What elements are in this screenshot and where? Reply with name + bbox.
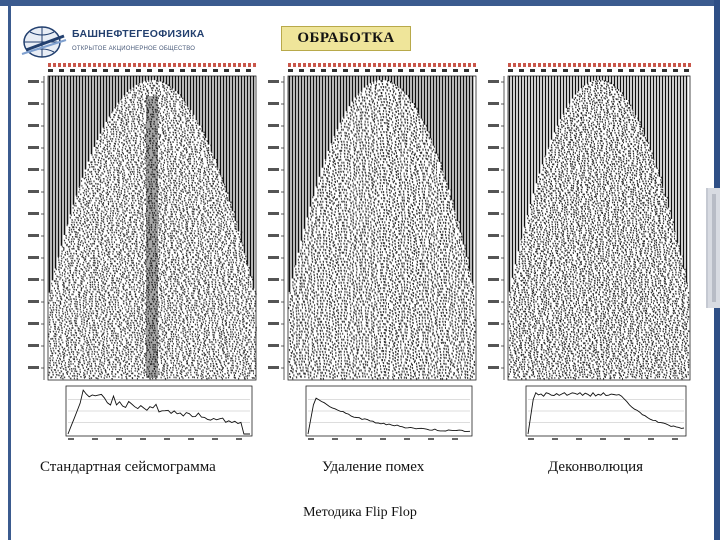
- time-axis: [268, 76, 285, 380]
- seismogram-denoised-image: [262, 60, 478, 450]
- seismogram-deconvolved-image: [482, 60, 692, 450]
- trace-header-ticks: [288, 63, 478, 72]
- amplitude-spectrum: [525, 385, 687, 440]
- page-title: ОБРАБОТКА: [297, 30, 395, 46]
- seismogram-panel-denoised: [262, 60, 478, 450]
- globe-icon: [21, 26, 67, 58]
- title-button[interactable]: ОБРАБОТКА: [281, 26, 411, 51]
- slide-frame-left: [8, 0, 11, 540]
- amplitude-spectrum: [65, 385, 253, 440]
- slide-frame-top: [0, 0, 720, 6]
- caption-deconvolved: Деконволюция: [548, 459, 644, 475]
- time-axis: [28, 76, 45, 380]
- seismogram-panel-standard: [22, 60, 258, 450]
- seismic-traces: [287, 76, 476, 381]
- amplitude-spectrum: [305, 385, 473, 440]
- caption-standard: Стандартная сейсмограмма: [40, 459, 216, 475]
- time-axis: [488, 76, 505, 380]
- trace-header-ticks: [508, 63, 691, 72]
- seismic-traces: [48, 76, 257, 380]
- seismic-traces: [508, 76, 690, 380]
- method-footer: Методика Flip Flop: [303, 505, 417, 520]
- seismogram-standard-image: [22, 60, 258, 450]
- slide-side-tab: [706, 188, 720, 308]
- caption-denoised: Удаление помех: [322, 459, 425, 475]
- seismogram-panel-deconvolved: [482, 60, 692, 450]
- logo-name: БАШНЕФТЕГЕОФИЗИКА: [72, 28, 205, 40]
- logo-subtitle: ОТКРЫТОЕ АКЦИОНЕРНОЕ ОБЩЕСТВО: [72, 46, 196, 52]
- company-logo: БАШНЕФТЕГЕОФИЗИКА ОТКРЫТОЕ АКЦИОНЕРНОЕ О…: [20, 20, 210, 62]
- trace-header-ticks: [48, 63, 256, 72]
